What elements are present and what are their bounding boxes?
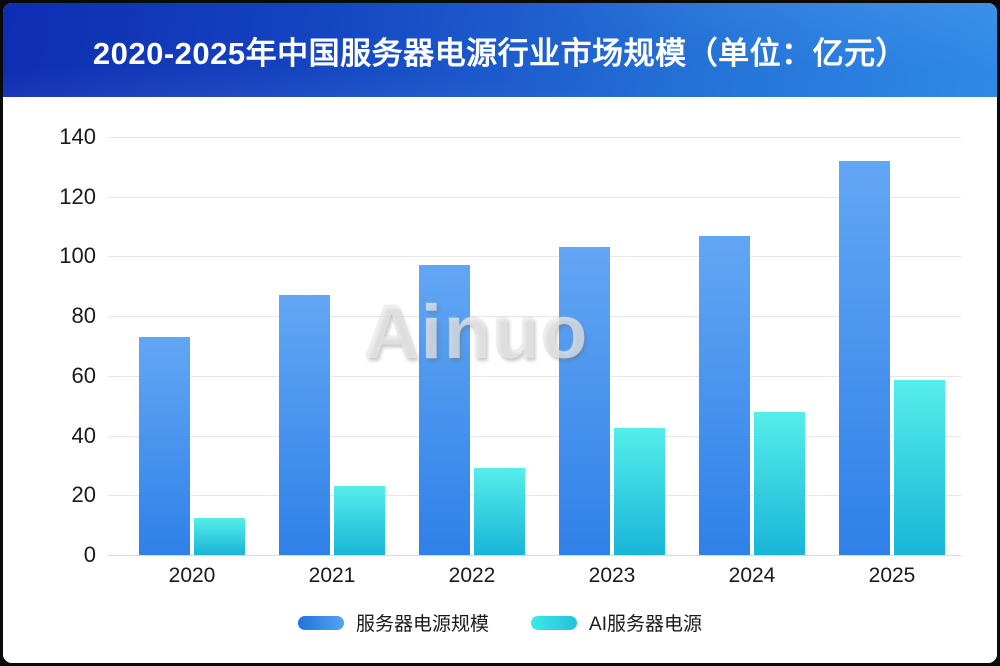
bar-服务器电源规模-2023 [559, 247, 610, 555]
bar-服务器电源规模-2022 [419, 265, 470, 555]
banner-glow-decoration [450, 3, 997, 79]
legend-label: 服务器电源规模 [356, 614, 490, 635]
bar-AI服务器电源-2023 [614, 428, 665, 555]
legend-item: AI服务器电源 [531, 609, 702, 636]
bar-服务器电源规模-2024 [699, 235, 750, 555]
plot-area [108, 137, 961, 556]
chart-card: 2020-2025年中国服务器电源行业市场规模（单位：亿元） 0 20 40 60 80… [3, 3, 997, 663]
x-axis-label: 2024 [728, 564, 776, 587]
chart-area: 0 20 40 60 80 100 120 140 2020 2021 2022 2023 2024 2… [3, 97, 997, 663]
legend-swatch-icon [298, 615, 345, 630]
legend-item: 服务器电源规模 [298, 609, 489, 636]
y-axis-label: 20 [71, 482, 96, 508]
gridline [108, 137, 961, 138]
x-axis-label: 2023 [588, 564, 636, 587]
title-banner: 2020-2025年中国服务器电源行业市场规模（单位：亿元） [3, 3, 997, 149]
y-axis-label: 80 [71, 303, 96, 329]
x-axis-label: 2020 [168, 564, 216, 587]
y-axis-label: 140 [59, 124, 96, 149]
legend: 服务器电源规模 AI服务器电源 [3, 609, 997, 636]
gridline [108, 316, 961, 318]
bar-AI服务器电源-2020 [194, 517, 245, 555]
bar-服务器电源规模-2021 [279, 295, 330, 555]
bar-AI服务器电源-2024 [754, 411, 805, 555]
y-axis-label: 60 [71, 362, 96, 388]
y-axis-label: 0 [83, 542, 96, 567]
y-axis-label: 100 [59, 243, 96, 269]
x-axis-label: 2022 [448, 564, 496, 587]
bar-AI服务器电源-2021 [334, 486, 385, 555]
legend-label: AI服务器电源 [589, 614, 702, 635]
y-axis-label: 120 [59, 183, 96, 209]
x-axis-label: 2021 [308, 564, 356, 587]
gridline [108, 435, 961, 437]
y-axis-label: 40 [71, 422, 96, 448]
bar-AI服务器电源-2022 [474, 468, 525, 555]
x-axis-label: 2025 [868, 564, 916, 587]
gridline [108, 196, 961, 198]
bar-服务器电源规模-2025 [839, 160, 890, 555]
bar-服务器电源规模-2020 [139, 337, 190, 555]
gridline [108, 495, 961, 497]
chart-title: 2020-2025年中国服务器电源行业市场规模（单位：亿元） [92, 35, 908, 71]
watermark-text: Ainuo [364, 290, 590, 375]
gridline [108, 375, 961, 377]
gridline [108, 256, 961, 258]
bar-AI服务器电源-2025 [894, 380, 945, 555]
legend-swatch-icon [531, 615, 578, 630]
